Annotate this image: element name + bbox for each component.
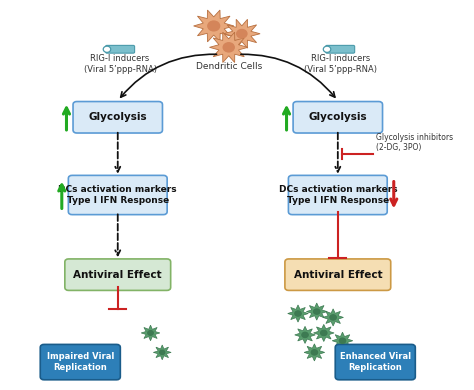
Polygon shape xyxy=(307,303,327,320)
Text: Antiviral Effect: Antiviral Effect xyxy=(73,269,162,280)
FancyBboxPatch shape xyxy=(106,45,135,53)
Text: Glycolysis: Glycolysis xyxy=(89,112,147,122)
Polygon shape xyxy=(210,32,248,62)
Text: Impaired Viral
Replication: Impaired Viral Replication xyxy=(46,353,114,372)
Circle shape xyxy=(237,30,247,38)
Circle shape xyxy=(311,350,318,355)
FancyBboxPatch shape xyxy=(335,344,415,380)
FancyBboxPatch shape xyxy=(68,176,167,214)
Circle shape xyxy=(320,330,327,335)
FancyBboxPatch shape xyxy=(288,176,387,214)
FancyBboxPatch shape xyxy=(65,259,171,291)
Polygon shape xyxy=(288,305,308,322)
Text: Enhanced Viral
Replication: Enhanced Viral Replication xyxy=(340,353,411,372)
Circle shape xyxy=(208,21,219,31)
Text: Dendritic Cells: Dendritic Cells xyxy=(196,62,262,71)
FancyBboxPatch shape xyxy=(326,45,355,53)
Polygon shape xyxy=(295,326,315,344)
Circle shape xyxy=(302,332,308,337)
FancyBboxPatch shape xyxy=(285,259,391,291)
Text: RIG-I inducers
(Viral 5’ppp-RNA): RIG-I inducers (Viral 5’ppp-RNA) xyxy=(304,54,377,74)
Circle shape xyxy=(323,46,331,52)
FancyBboxPatch shape xyxy=(73,101,163,133)
Circle shape xyxy=(314,309,320,314)
Circle shape xyxy=(148,331,153,335)
Text: RIG-I inducers
(Viral 5’ppp-RNA): RIG-I inducers (Viral 5’ppp-RNA) xyxy=(83,54,156,74)
Circle shape xyxy=(330,315,336,320)
Polygon shape xyxy=(141,325,160,341)
Circle shape xyxy=(103,46,111,52)
Polygon shape xyxy=(193,10,234,42)
Polygon shape xyxy=(313,324,334,342)
Polygon shape xyxy=(323,309,344,326)
Text: Glycolysis: Glycolysis xyxy=(309,112,367,122)
Text: DCs activation markers
Type I IFN Response: DCs activation markers Type I IFN Respon… xyxy=(58,185,177,205)
Text: Antiviral Effect: Antiviral Effect xyxy=(293,269,382,280)
FancyBboxPatch shape xyxy=(293,101,383,133)
Circle shape xyxy=(339,338,346,343)
Circle shape xyxy=(160,350,165,355)
Polygon shape xyxy=(153,345,171,360)
Text: DCs activation markers
Type I IFN Response: DCs activation markers Type I IFN Respon… xyxy=(279,185,397,205)
Polygon shape xyxy=(304,344,325,361)
Circle shape xyxy=(295,311,301,316)
Circle shape xyxy=(223,43,234,52)
Text: Glycolysis inhibitors
(2-DG, 3PO): Glycolysis inhibitors (2-DG, 3PO) xyxy=(376,133,453,152)
Polygon shape xyxy=(224,20,260,48)
Polygon shape xyxy=(332,332,353,349)
FancyBboxPatch shape xyxy=(40,344,120,380)
